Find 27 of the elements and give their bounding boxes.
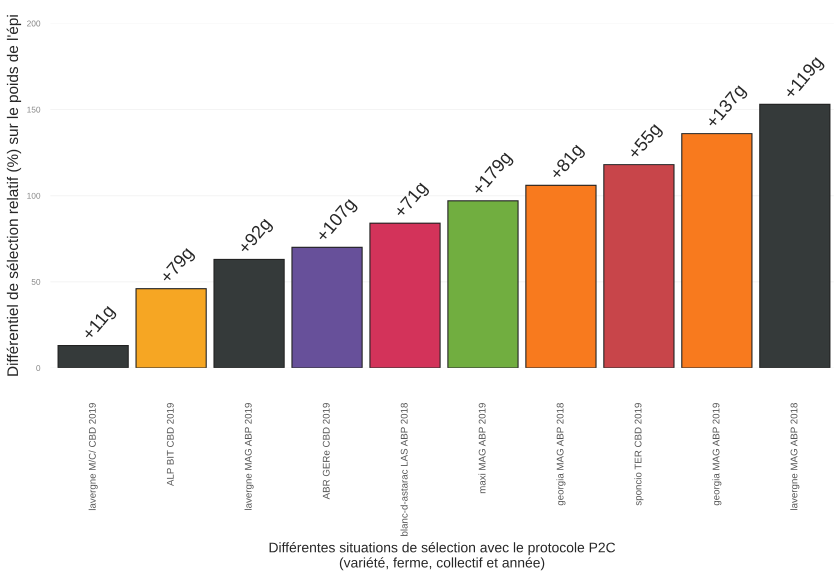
y-tick-label: 150 bbox=[27, 106, 40, 113]
y-tick-label: 100 bbox=[27, 192, 40, 199]
bar bbox=[447, 200, 519, 368]
y-axis-title: Différentiel de sélection relatif (%) sur le poids de l'épi bbox=[6, 15, 22, 376]
y-tick-label: 50 bbox=[32, 278, 40, 285]
bar bbox=[291, 246, 363, 368]
bar bbox=[369, 222, 441, 368]
x-tick-label: georgia MAG ABP 2019 bbox=[712, 403, 722, 506]
x-axis-title: Différentes situations de sélection avec le protocole P2C (variété, ferme, collectif et année) bbox=[270, 542, 616, 570]
x-tick-label: ALP BIT CBD 2019 bbox=[166, 403, 174, 486]
bar bbox=[525, 184, 597, 368]
bar bbox=[681, 133, 753, 368]
x-tick-label: sponcio TER CBD 2019 bbox=[634, 403, 644, 506]
bar bbox=[213, 258, 285, 368]
x-tick-label: lavergne M/C/ CBD 2019 bbox=[88, 403, 98, 510]
x-tick-label: maxi MAG ABP 2019 bbox=[478, 403, 486, 494]
x-tick-label: blanc-d-astarac LAS ABP 2018 bbox=[400, 403, 408, 536]
x-tick-label: georgia MAG ABP 2018 bbox=[556, 403, 566, 506]
bar bbox=[603, 164, 675, 368]
x-tick-label: lavergne MAG ABP 2019 bbox=[244, 403, 254, 510]
bar bbox=[759, 104, 830, 368]
x-tick-label: lavergne MAG ABP 2018 bbox=[790, 403, 800, 510]
y-tick-label: 200 bbox=[27, 20, 40, 26]
y-tick-label: 0 bbox=[36, 365, 40, 372]
bar bbox=[135, 288, 207, 368]
bar bbox=[58, 344, 129, 368]
x-tick-label: ABR GERe CBD 2019 bbox=[322, 403, 330, 500]
